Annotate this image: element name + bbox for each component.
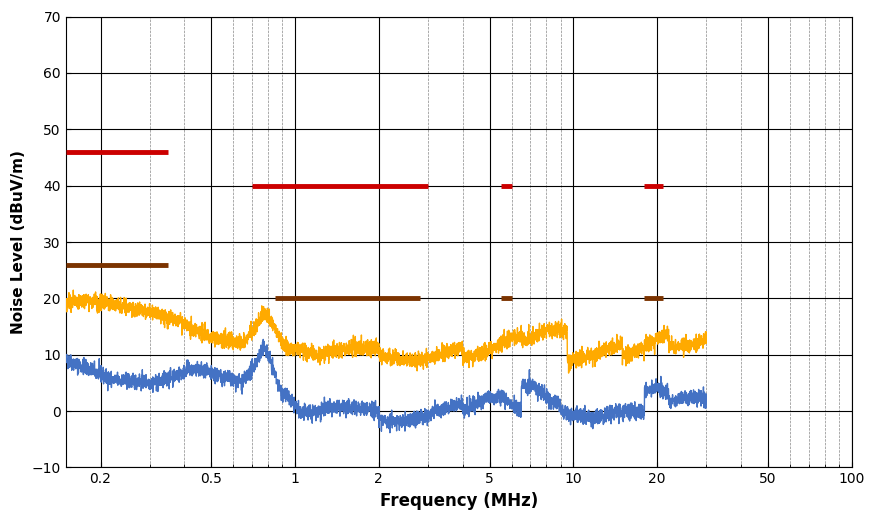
- X-axis label: Frequency (MHz): Frequency (MHz): [379, 492, 538, 510]
- Y-axis label: Noise Level (dBuV/m): Noise Level (dBuV/m): [11, 150, 26, 334]
